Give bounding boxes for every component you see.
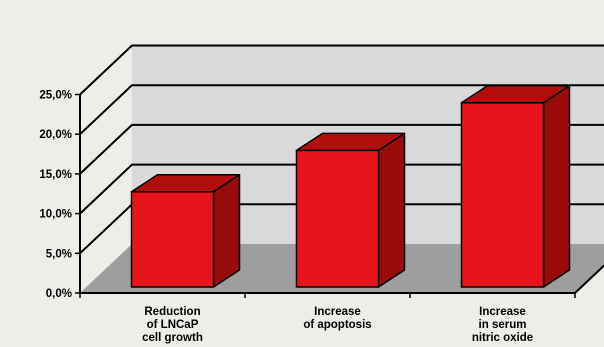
y-tick-label: 5,0%: [46, 248, 72, 260]
y-tick-label: 0,0%: [46, 288, 72, 300]
y-tick-label: 10,0%: [39, 209, 72, 221]
gridline: [79, 84, 604, 135]
bar: [130, 173, 241, 288]
x-tick-label: Increase in serum nitric oxide: [472, 306, 533, 344]
bar: [460, 85, 571, 288]
y-tick-label: 25,0%: [39, 90, 72, 102]
bar: [295, 132, 406, 288]
x-tick-label: Increase of apoptosis: [303, 306, 371, 331]
y-tick-label: 20,0%: [39, 129, 72, 141]
x-tick-label: Reduction of LNCaP cell growth: [142, 306, 203, 344]
y-tick-label: 15,0%: [39, 169, 72, 181]
gridline: [79, 44, 604, 96]
